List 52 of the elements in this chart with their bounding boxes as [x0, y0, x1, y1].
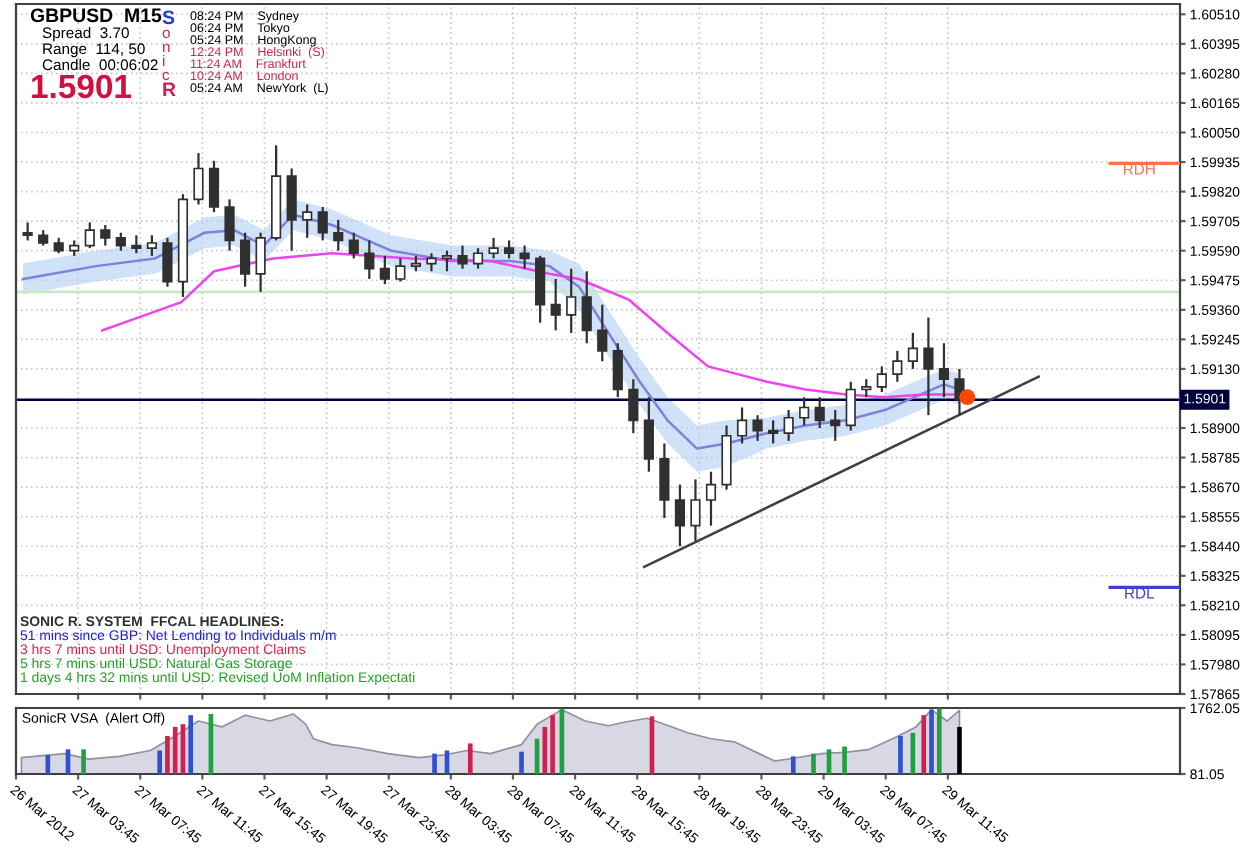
candlestick: [550, 277, 561, 332]
candlestick: [690, 478, 701, 543]
candlestick: [612, 342, 623, 399]
candlestick: [255, 231, 266, 293]
annotation: GBPUSD M15: [30, 8, 162, 23]
candlestick: [302, 203, 313, 239]
candlestick: [581, 270, 592, 345]
annotation: 1.5901: [32, 74, 132, 99]
candlestick: [814, 396, 825, 430]
candlestick: [923, 316, 934, 417]
candlestick: [876, 365, 887, 394]
candlestick: [379, 254, 390, 286]
annotation: R: [163, 82, 176, 96]
candlestick: [146, 234, 157, 257]
candlestick: [317, 205, 328, 242]
candlestick: [441, 249, 453, 273]
candlestick: [162, 236, 173, 288]
candlestick: [519, 244, 530, 270]
candlestick: [799, 396, 810, 427]
candlestick: [566, 267, 577, 335]
candlestick: [907, 331, 918, 371]
candlestick: [643, 396, 654, 473]
candlestick: [100, 223, 111, 247]
candlestick: [224, 198, 235, 252]
candlestick: [830, 408, 841, 442]
candlestick: [457, 244, 468, 270]
candlestick: [193, 151, 204, 206]
candlestick: [767, 419, 779, 445]
candlestick: [597, 303, 608, 363]
candlestick: [286, 167, 297, 252]
annotation: S: [162, 10, 175, 25]
candlestick: [239, 231, 251, 288]
candlestick: [395, 257, 406, 283]
candlestick: [938, 342, 950, 399]
candlestick: [208, 159, 220, 214]
candlestick: [628, 378, 639, 435]
candlestick: [84, 221, 95, 250]
candlestick: [845, 380, 856, 432]
candlestick: [752, 414, 763, 442]
candlestick: [348, 231, 359, 260]
candlestick: [705, 470, 717, 527]
candlestick: [659, 442, 670, 520]
candlestick: [535, 254, 546, 324]
candlestick: [426, 252, 437, 273]
candlestick: [736, 406, 748, 445]
candlestick: [674, 483, 686, 548]
candlestick: [892, 349, 903, 383]
candlestick: [783, 408, 794, 442]
candlestick: [472, 247, 484, 270]
candlestick: [333, 218, 344, 252]
candlestick: [488, 236, 499, 260]
candlestick: [364, 239, 375, 281]
